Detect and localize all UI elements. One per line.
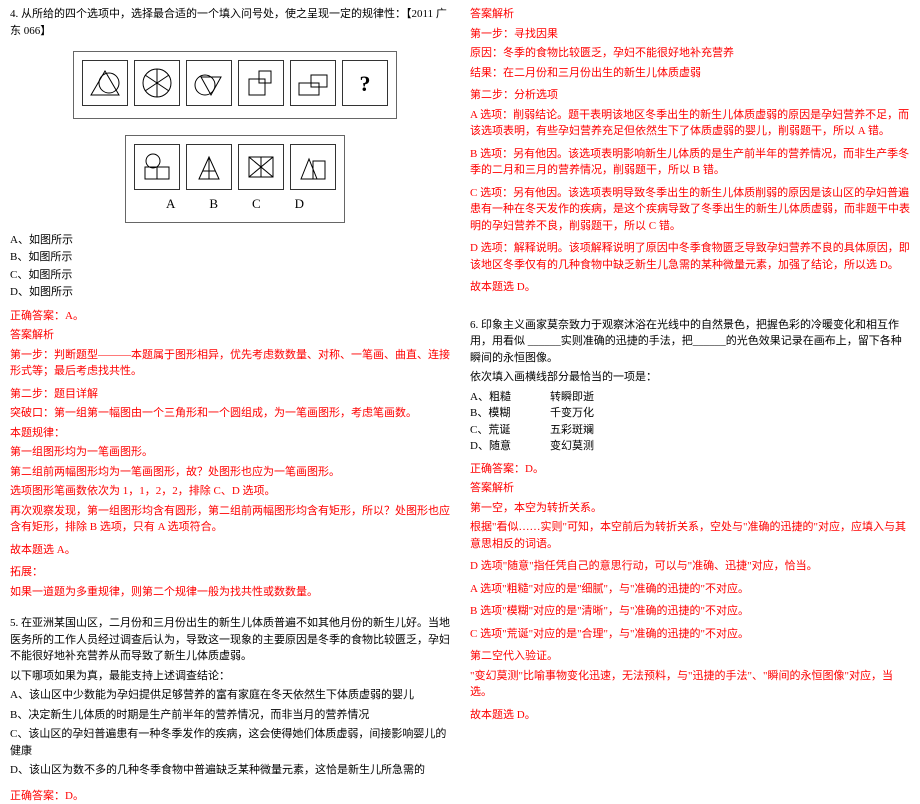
q6-ana-a: A 选项"粗糙"对应的是"细腻"，与"准确的迅捷的"不对应。 [470, 581, 910, 598]
letter-row: A B C D [134, 194, 336, 214]
q4-top-box: ? [73, 51, 397, 119]
q4-opt-a: A、如图所示 [10, 232, 450, 249]
q5-ana-c: C 选项：另有他因。该选项表明导致冬季出生的新生儿体质削弱的原因是该山区的孕妇普… [470, 185, 910, 235]
letter-b: B [209, 194, 218, 214]
q6-opt-d-r: 变幻莫测 [550, 438, 594, 455]
shape-cell [238, 60, 284, 106]
q6-analysis-label: 答案解析 [470, 480, 910, 497]
q5-stem2: 以下哪项如果为真，最能支持上述调查结论： [10, 668, 450, 685]
left-column: 4. 从所给的四个选项中，选择最合适的一个填入问号处，使之呈现一定的规律性：【2… [0, 0, 460, 651]
letter-d: D [295, 194, 304, 214]
q5-ana-a: A 选项：削弱结论。题干表明该地区冬季出生的新生儿体质虚弱的原因是孕妇营养不足，… [470, 107, 910, 140]
q4-conclusion: 故本题选 A。 [10, 542, 450, 559]
q4-rule1: 第一组图形均为一笔画图形。 [10, 444, 450, 461]
q4-bottom-box: A B C D [125, 135, 345, 223]
q6-stem3: 依次填入画横线部分最恰当的一项是： [470, 369, 910, 386]
q4-stem: 4. 从所给的四个选项中，选择最合适的一个填入问号处，使之呈现一定的规律性：【2… [10, 6, 450, 39]
q6-stem: 6. 印象主义画家莫奈致力于观察沐浴在光线中的自然景色，把握色彩的冷暖变化和相互… [470, 317, 910, 367]
q5-stem1: 5. 在亚洲某国山区，二月份和三月份出生的新生儿体质普遍不如其他月份的新生儿好。… [10, 615, 450, 665]
q6-opt-d-l: D、随意 [470, 438, 550, 455]
option-shape-c [238, 144, 284, 190]
q5-s1-label: 第一步：寻找因果 [470, 26, 910, 43]
q6-ana-b: B 选项"模糊"对应的是"清晰"，与"准确的迅捷的"不对应。 [470, 603, 910, 620]
q5-opt-c: C、该山区的孕妇普遍患有一种冬季发作的疾病，这会使得她们体质虚弱，间接影响婴儿的… [10, 726, 450, 759]
right-column: 答案解析 第一步：寻找因果 原因：冬季的食物比较匮乏，孕妇不能很好地补充营养 结… [460, 0, 920, 651]
q4-options: A、如图所示 B、如图所示 C、如图所示 D、如图所示 [10, 232, 450, 301]
q5-ana-b: B 选项：另有他因。该选项表明影响新生儿体质的是生产前半年的营养情况，而非生产季… [470, 146, 910, 179]
q5-opt-d: D、该山区为数不多的几种冬季食物中普遍缺乏某种微量元素，这恰是新生儿所急需的 [10, 762, 450, 779]
q4-extra: 如果一道题为多重规律，则第二个规律一般为找共性或数数量。 [10, 584, 450, 601]
q6-opt-b-r: 千变万化 [550, 405, 594, 422]
q6-stem2: ______实则准确的迅捷的手法，把______的光色效果记录在画布上，留下各种… [470, 335, 902, 364]
q6-opt-a-l: A、粗糙 [470, 389, 550, 406]
q4-row2 [134, 144, 336, 190]
shape-cell [82, 60, 128, 106]
q5-ana-conclusion: 故本题选 D。 [470, 279, 910, 296]
q5-opt-a: A、该山区中少数能为孕妇提供足够营养的富有家庭在冬天依然生下体质虚弱的婴儿 [10, 687, 450, 704]
q4-analysis-label: 答案解析 [10, 327, 450, 344]
question-mark-cell: ? [342, 60, 388, 106]
q4-rule4: 再次观察发现，第一组图形均含有圆形，第二组前两幅图形均含有矩形，所以？处图形也应… [10, 503, 450, 536]
q4-opt-b: B、如图所示 [10, 249, 450, 266]
q6-conclusion: 故本题选 D。 [470, 707, 910, 724]
q5-analysis-label: 答案解析 [470, 6, 910, 23]
q4-extra-label: 拓展： [10, 564, 450, 581]
q5-answer: 正确答案：D。 [10, 788, 450, 804]
shape-cell [290, 60, 336, 106]
q4-rule-label: 本题规律： [10, 425, 450, 442]
q6-s2-label: 第二空代入验证。 [470, 648, 910, 665]
letter-a: A [166, 194, 175, 214]
q6-opt-c-l: C、荒诞 [470, 422, 550, 439]
q5-s2-label: 第二步：分析选项 [470, 87, 910, 104]
q4-row1: ? [82, 60, 388, 106]
q4-opt-c: C、如图所示 [10, 267, 450, 284]
shape-cell [134, 60, 180, 106]
q5-ana-d: D 选项：解释说明。该项解释说明了原因中冬季食物匮乏导致孕妇营养不良的具体原因，… [470, 240, 910, 273]
q6-opt-c-r: 五彩斑斓 [550, 422, 594, 439]
q6-options: A、粗糙转瞬即逝 B、模糊千变万化 C、荒诞五彩斑斓 D、随意变幻莫测 [470, 389, 910, 455]
q4-breakthrough: 突破口：第一组第一幅图由一个三角形和一个圆组成，为一笔画图形，考虑笔画数。 [10, 405, 450, 422]
q6-ana-c: C 选项"荒诞"对应的是"合理"，与"准确的迅捷的"不对应。 [470, 626, 910, 643]
q4-rule3: 选项图形笔画数依次为 1，1，2，2，排除 C、D 选项。 [10, 483, 450, 500]
letter-c: C [252, 194, 261, 214]
q4-answer: 正确答案：A。 [10, 308, 450, 325]
q6-opt-a-r: 转瞬即逝 [550, 389, 594, 406]
q5-effect: 结果：在二月份和三月份出生的新生儿体质虚弱 [470, 65, 910, 82]
q6-s1b: 根据"看似……实则"可知，本空前后为转折关系，空处与"准确的迅捷的"对应，应填入… [470, 519, 910, 552]
q4-opt-d: D、如图所示 [10, 284, 450, 301]
q5-cause: 原因：冬季的食物比较匮乏，孕妇不能很好地补充营养 [470, 45, 910, 62]
shape-cell [186, 60, 232, 106]
q4-rule2: 第二组前两幅图形均为一笔画图形，故？处图形也应为一笔画图形。 [10, 464, 450, 481]
q6-ana-d: D 选项"随意"指任凭自己的意思行动，可以与"准确、迅捷"对应，恰当。 [470, 558, 910, 575]
q6-answer: 正确答案：D。 [470, 461, 910, 478]
q6-s2: "变幻莫测"比喻事物变化迅速，无法预料，与"迅捷的手法"、"瞬间的永恒图像"对应… [470, 668, 910, 701]
option-shape-b [186, 144, 232, 190]
q4-image-boxes: ? A B C D [10, 43, 450, 231]
q6-s1: 第一空，本空为转折关系。 [470, 500, 910, 517]
q4-step2-label: 第二步：题目详解 [10, 386, 450, 403]
option-shape-d [290, 144, 336, 190]
q4-step1: 第一步：判断题型———本题属于图形相异，优先考虑数数量、对称、一笔画、曲直、连接… [10, 347, 450, 380]
q5-opt-b: B、决定新生儿体质的时期是生产前半年的营养情况，而非当月的营养情况 [10, 707, 450, 724]
q6-opt-b-l: B、模糊 [470, 405, 550, 422]
option-shape-a [134, 144, 180, 190]
